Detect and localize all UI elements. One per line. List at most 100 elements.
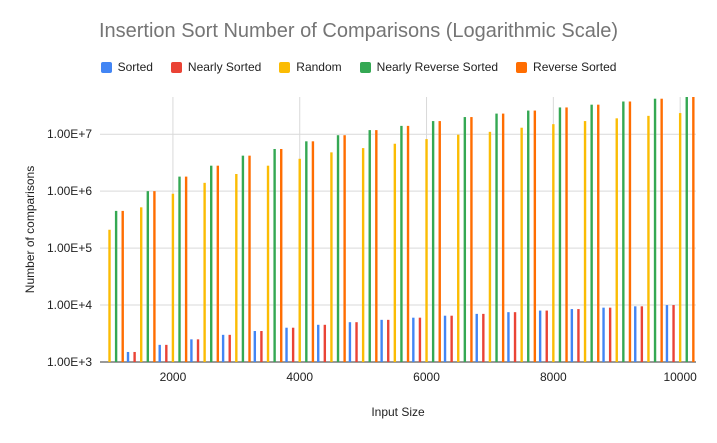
legend-item: Sorted [100,60,153,74]
bar-random [298,158,301,362]
legend-item: Reverse Sorted [516,60,616,74]
bar-nearly-sorted [577,309,580,362]
bar-random [108,229,111,362]
bar-reverse-sorted [501,113,505,362]
y-tick-label: 1.00E+3 [47,355,92,369]
bar-nearly-reverse-sorted [590,104,593,362]
bar-nearly-sorted [608,307,612,362]
bar-nearly-reverse-sorted [558,107,562,363]
bar-nearly-sorted [165,344,168,362]
bar-random [140,207,143,362]
bar-nearly-reverse-sorted [463,117,467,362]
bar-sorted [190,339,193,362]
bar-sorted [348,322,352,362]
bar-random [678,113,682,362]
bar-reverse-sorted [248,155,251,362]
bar-nearly-sorted [418,317,422,362]
bar-nearly-reverse-sorted [114,210,118,362]
y-tick-label: 1.00E+4 [47,298,92,312]
x-tick-label: 6000 [413,370,440,384]
bar-reverse-sorted [153,191,156,362]
bar-random [330,152,333,362]
bar-nearly-reverse-sorted [527,110,530,363]
bar-sorted [475,313,478,362]
bar-nearly-reverse-sorted [431,121,435,362]
bar-nearly-reverse-sorted [305,141,308,362]
legend-swatch [100,61,112,73]
bar-nearly-sorted [672,305,675,362]
bar-random [615,118,618,362]
bar-reverse-sorted [438,121,441,362]
y-tick-label: 1.00E+7 [47,127,92,141]
bar-reverse-sorted [343,135,346,362]
bar-nearly-sorted [355,322,358,362]
bar-reverse-sorted [660,98,663,362]
bar-reverse-sorted [692,97,695,362]
bar-random [583,121,587,362]
x-tick-label: 2000 [160,370,187,384]
bar-nearly-sorted [513,312,517,362]
bar-nearly-reverse-sorted [622,101,625,362]
bar-reverse-sorted [470,117,473,362]
bar-sorted [634,306,637,362]
bar-nearly-reverse-sorted [336,135,340,362]
bar-random [203,182,206,362]
chart-legend: Sorted Nearly Sorted Random Nearly Reverse … [0,60,717,74]
bar-random [425,139,428,362]
bar-sorted [665,305,669,362]
bar-sorted [538,310,542,362]
x-axis-title: Input Size [371,405,425,419]
x-tick-label: 4000 [286,370,313,384]
bar-nearly-reverse-sorted [368,130,371,362]
bar-random [520,127,523,362]
bar-nearly-sorted [387,319,390,362]
bar-random [647,115,650,362]
bar-random [457,134,460,362]
bar-reverse-sorted [280,148,283,362]
y-axis-title: Number of comparisons [23,166,37,293]
bar-nearly-reverse-sorted [178,176,181,362]
bar-nearly-reverse-sorted [146,191,150,362]
bar-reverse-sorted [311,141,315,362]
bar-reverse-sorted [184,176,188,362]
bar-random [171,193,175,362]
legend-swatch [359,61,371,73]
bar-nearly-sorted [291,327,295,362]
bar-sorted [443,315,447,362]
bar-reverse-sorted [216,165,220,362]
y-tick-label: 1.00E+6 [47,184,92,198]
bar-nearly-sorted [323,324,327,362]
x-tick-label: 10000 [663,370,697,384]
legend-swatch [516,61,528,73]
bar-reverse-sorted [375,130,378,362]
bar-sorted [285,327,288,362]
legend-label: Random [296,60,342,74]
bar-reverse-sorted [597,104,600,362]
bar-nearly-sorted [133,351,136,362]
bar-nearly-reverse-sorted [210,165,213,362]
bar-nearly-sorted [640,306,644,362]
legend-item: Nearly Sorted [170,60,261,74]
bar-sorted [317,324,320,362]
bar-reverse-sorted [406,125,410,362]
bar-sorted [221,334,225,362]
bar-random [361,148,365,362]
bar-sorted [507,312,510,362]
bar-nearly-reverse-sorted [400,125,403,362]
legend-label: Nearly Reverse Sorted [376,60,499,74]
bar-nearly-reverse-sorted [653,98,657,362]
legend-label: Sorted [117,60,153,74]
bar-random [488,131,492,362]
bar-sorted [253,331,257,362]
bar-nearly-sorted [228,334,231,362]
bar-nearly-reverse-sorted [241,155,245,362]
bar-nearly-sorted [196,339,200,362]
bar-sorted [570,309,574,362]
bar-random [552,124,555,362]
bar-reverse-sorted [121,210,124,362]
x-tick-label: 8000 [540,370,567,384]
legend-item: Nearly Reverse Sorted [359,60,499,74]
bar-sorted [158,344,161,362]
bar-random [393,143,397,362]
